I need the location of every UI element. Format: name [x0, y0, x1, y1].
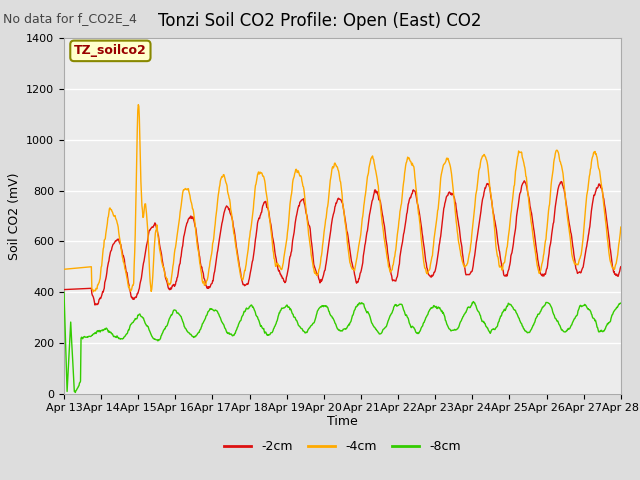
X-axis label: Time: Time — [327, 415, 358, 428]
Legend: -2cm, -4cm, -8cm: -2cm, -4cm, -8cm — [219, 435, 466, 458]
Text: TZ_soilco2: TZ_soilco2 — [74, 44, 147, 58]
Text: No data for f_CO2E_4: No data for f_CO2E_4 — [3, 12, 137, 25]
Text: Tonzi Soil CO2 Profile: Open (East) CO2: Tonzi Soil CO2 Profile: Open (East) CO2 — [158, 12, 482, 30]
Y-axis label: Soil CO2 (mV): Soil CO2 (mV) — [8, 172, 20, 260]
